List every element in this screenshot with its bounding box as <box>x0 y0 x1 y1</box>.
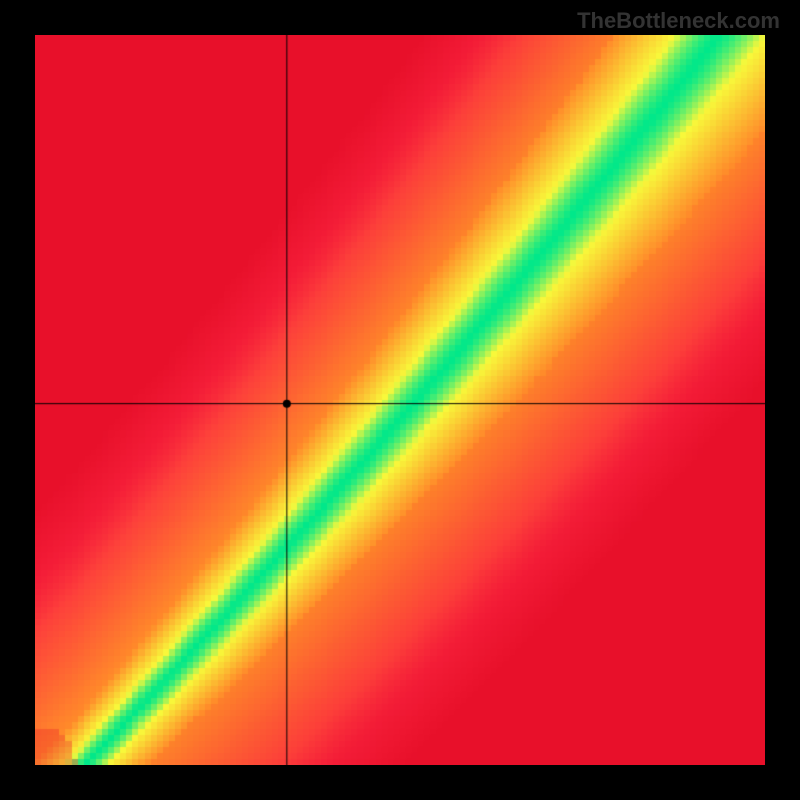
watermark-text: TheBottleneck.com <box>577 8 780 34</box>
heatmap-canvas <box>35 35 765 765</box>
heatmap-chart <box>35 35 765 765</box>
